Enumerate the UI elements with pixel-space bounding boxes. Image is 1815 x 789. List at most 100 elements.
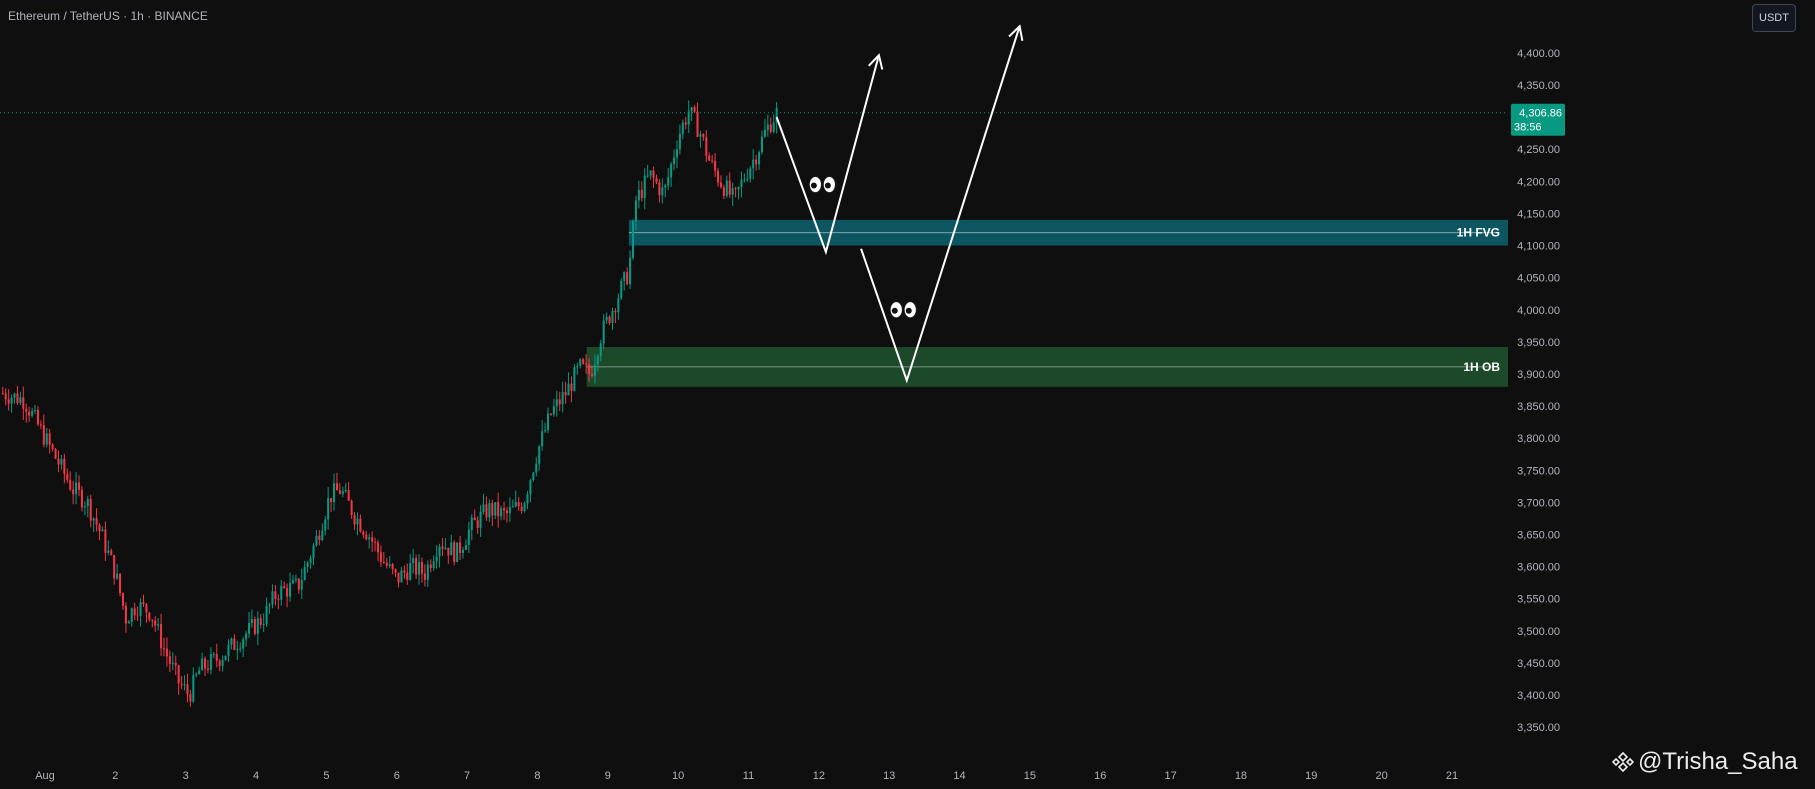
candle-body: [245, 633, 248, 640]
price-tick-label: 3,400.00: [1517, 690, 1560, 702]
zones-layer: 1H FVG 1H OB: [586, 219, 1508, 387]
candle-body: [75, 482, 78, 495]
candle-body: [508, 507, 511, 514]
price-tick-label: 3,550.00: [1517, 594, 1560, 606]
candle-body: [54, 448, 57, 459]
price-tick-label: 3,500.00: [1517, 626, 1560, 638]
candle-body: [127, 621, 130, 624]
candle-body: [564, 392, 567, 396]
candle-body: [693, 107, 696, 112]
candle-body: [86, 498, 89, 507]
candle-body: [643, 175, 646, 199]
candle-body: [576, 365, 579, 368]
price-tag-value: 4,306.86: [1519, 108, 1562, 120]
candle-body: [652, 170, 655, 179]
candle-body: [28, 411, 31, 416]
watermark-handle: @Trisha_Saha: [1638, 748, 1798, 775]
candle-body: [136, 615, 139, 617]
candle-body: [388, 564, 391, 566]
candle-body: [670, 163, 673, 178]
candle-body: [34, 410, 37, 412]
candle-body: [274, 591, 277, 599]
candle-body: [382, 562, 385, 564]
candle-body: [253, 618, 256, 634]
candle-body: [168, 656, 171, 664]
candle-body: [371, 537, 374, 542]
time-tick-label: 10: [672, 770, 684, 782]
candle-body: [696, 111, 699, 137]
candle-body: [491, 503, 494, 516]
candle-body: [242, 639, 245, 649]
candle-body: [447, 547, 450, 556]
eyes-icon: [808, 176, 836, 193]
candle-body: [435, 556, 438, 562]
candle-body: [758, 152, 761, 165]
candle-body: [1, 393, 4, 395]
time-tick-label: 3: [183, 770, 189, 782]
candle-body: [535, 463, 538, 473]
candle-body: [19, 397, 22, 404]
candle-body: [605, 316, 608, 321]
candle-body: [330, 498, 333, 503]
candle-body: [365, 534, 368, 540]
time-tick-label: 17: [1164, 770, 1176, 782]
candle-body: [646, 175, 649, 177]
candle-body: [588, 364, 591, 374]
candle-body: [549, 413, 552, 415]
last-price-tag: 4,306.86 38:56: [1511, 103, 1565, 136]
price-tick-label: 3,650.00: [1517, 530, 1560, 542]
candle-body: [151, 619, 154, 621]
candle-body: [142, 602, 145, 604]
candle-body: [497, 502, 500, 517]
time-tick-label: 11: [743, 770, 754, 782]
candle-body: [500, 508, 503, 517]
candle-body: [110, 550, 113, 556]
candle-body: [526, 494, 529, 504]
time-tick-label: 21: [1446, 770, 1458, 782]
candle-body: [667, 177, 670, 186]
candle-body: [485, 504, 488, 518]
candle-body: [602, 320, 605, 344]
candle-body: [429, 564, 432, 569]
candle-body: [66, 473, 69, 480]
candle-body: [441, 546, 444, 549]
candle-body: [728, 180, 731, 195]
candle-body: [567, 383, 570, 396]
candle-body: [350, 500, 353, 516]
candle-body: [444, 547, 447, 549]
candle-body: [623, 272, 626, 281]
candle-body: [409, 563, 412, 580]
candle-body: [743, 179, 746, 181]
candle-body: [104, 529, 107, 553]
candle-body: [204, 658, 207, 669]
zone-label: 1H FVG: [1457, 226, 1500, 240]
candle-body: [376, 542, 380, 553]
price-tick-label: 3,950.00: [1517, 337, 1560, 349]
candle-body: [36, 410, 39, 425]
candle-body: [488, 503, 491, 518]
candle-body: [289, 583, 292, 597]
candle-body: [719, 182, 722, 188]
currency-button[interactable]: USDT: [1752, 4, 1796, 32]
candle-body: [60, 458, 63, 465]
candle-body: [271, 591, 274, 605]
candle-body: [582, 359, 585, 364]
candle-body: [379, 552, 382, 563]
candle-body: [209, 654, 212, 670]
candle-body: [596, 356, 599, 365]
candle-body: [347, 489, 350, 501]
candle-body: [315, 535, 318, 546]
candle-body: [344, 489, 347, 492]
candle-body: [160, 624, 163, 649]
candle-body: [239, 648, 242, 650]
candle-body: [215, 654, 218, 661]
candle-body: [259, 618, 262, 625]
candle-body: [51, 444, 54, 449]
candle-body: [558, 399, 561, 405]
price-tick-label: 4,400.00: [1517, 48, 1560, 60]
candle-body: [318, 535, 321, 540]
candle-body: [174, 662, 177, 666]
time-tick-label: 15: [1024, 770, 1036, 782]
